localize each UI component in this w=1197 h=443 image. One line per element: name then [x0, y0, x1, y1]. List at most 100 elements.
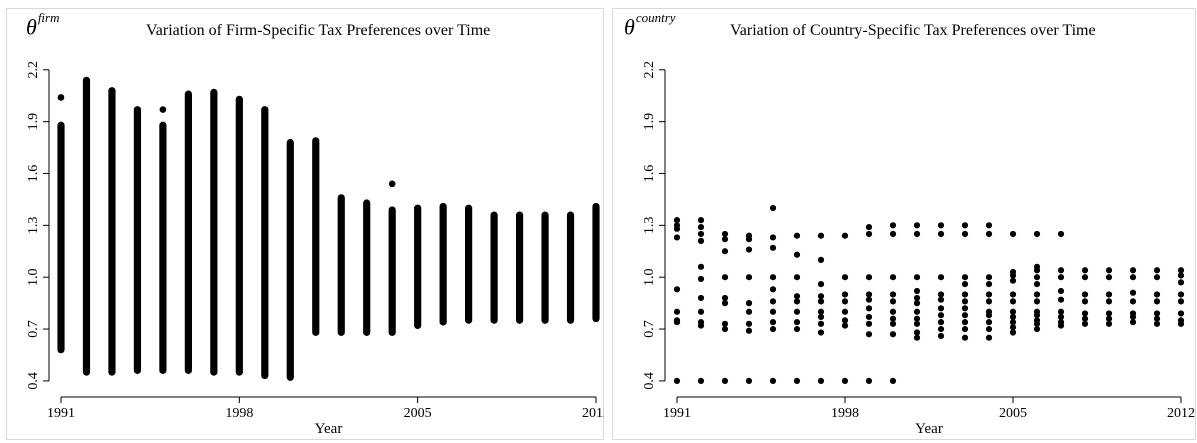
country-point — [961, 222, 969, 229]
country-point — [721, 274, 729, 281]
country-point — [985, 334, 993, 341]
country-point — [769, 234, 777, 241]
country-point — [1105, 310, 1113, 317]
country-point — [721, 230, 729, 238]
country-point — [841, 317, 849, 324]
country-point — [913, 320, 921, 327]
country-point — [1129, 274, 1137, 281]
country-point — [1057, 287, 1065, 295]
country-point — [673, 377, 681, 384]
firm-x-tick-label: 2005 — [404, 406, 432, 421]
country-point — [745, 232, 753, 239]
country-point — [841, 291, 849, 298]
country-point — [961, 312, 969, 319]
country-point — [1153, 267, 1161, 274]
country-point — [961, 281, 969, 288]
country-x-axis-title: Year — [915, 421, 943, 437]
firm-strip-2001 — [312, 137, 320, 336]
country-point — [961, 305, 969, 312]
country-point — [1129, 267, 1137, 274]
country-point — [841, 274, 849, 281]
country-point — [1105, 291, 1113, 298]
country-point — [985, 308, 993, 315]
country-point — [865, 377, 873, 384]
country-point — [1177, 298, 1185, 305]
country-point — [1177, 279, 1185, 286]
country-point — [1129, 298, 1137, 305]
country-point — [1009, 268, 1017, 276]
country-point — [673, 234, 681, 241]
country-point — [1057, 230, 1065, 238]
country-y-tick-label: 0.4 — [642, 372, 657, 390]
firm-strip-1995 — [159, 121, 167, 374]
firm-y-axis-superscript: firm — [37, 10, 60, 25]
country-point — [913, 222, 921, 229]
country-point — [745, 320, 753, 327]
country-point — [1009, 298, 1017, 305]
country-point — [793, 319, 801, 326]
firm-outlier-point — [388, 180, 396, 188]
country-point — [1129, 319, 1137, 326]
country-point — [721, 300, 729, 307]
country-scatter-plot: 0.4 0.7 1.0 1.3 1.6 1.9 2.2 1991 1998 2005 2012 Yea… — [612, 8, 1196, 440]
country-point — [1081, 315, 1089, 322]
firm-strip-2012 — [592, 202, 600, 323]
country-point — [1009, 319, 1017, 326]
firm-chart-panel: θfirm Variation of Firm-Specific Tax Pre… — [6, 8, 604, 440]
country-point — [697, 263, 705, 270]
country-point — [961, 319, 969, 326]
firm-strip-2005 — [414, 204, 422, 330]
country-point — [865, 230, 873, 238]
country-point — [1081, 274, 1089, 281]
firm-chart-title: Variation of Firm-Specific Tax Preferenc… — [146, 22, 491, 39]
country-point — [697, 275, 705, 283]
country-point — [1033, 274, 1041, 281]
country-point — [961, 230, 969, 238]
country-point — [793, 308, 801, 315]
country-x-tick-label: 1998 — [831, 406, 859, 421]
country-point — [985, 230, 993, 238]
country-point — [1081, 310, 1089, 317]
firm-y-axis-label: θfirm — [26, 10, 59, 40]
firm-strip-2011 — [566, 211, 575, 324]
firm-y-axis-symbol: θ — [26, 14, 37, 40]
firm-strip-2008 — [490, 211, 498, 324]
firm-outlier-point — [159, 106, 167, 113]
country-point — [1009, 308, 1017, 315]
country-point — [769, 319, 777, 326]
country-point — [1081, 298, 1089, 305]
country-y-axis-label: θcountry — [624, 10, 676, 40]
country-point — [769, 244, 777, 251]
country-point — [1009, 313, 1017, 321]
country-point — [889, 222, 897, 229]
country-point — [937, 305, 945, 312]
country-point — [889, 291, 897, 298]
firm-strip-2006 — [439, 202, 447, 326]
country-point — [817, 313, 825, 321]
country-point — [961, 274, 969, 281]
country-point — [745, 274, 753, 281]
firm-y-tick-label: 1.6 — [26, 165, 41, 183]
country-point — [961, 298, 969, 305]
country-point — [1033, 298, 1041, 305]
country-point — [697, 377, 705, 384]
firm-strip-2004 — [388, 206, 396, 336]
country-point — [1009, 324, 1017, 331]
country-point — [1153, 298, 1161, 305]
country-point — [745, 327, 753, 334]
country-point — [1057, 308, 1065, 315]
country-point — [1033, 230, 1041, 238]
country-y-axis-superscript: country — [635, 10, 676, 25]
country-chart-title: Variation of Country-Specific Tax Prefer… — [730, 22, 1096, 39]
country-point — [1177, 272, 1185, 279]
country-point — [817, 298, 825, 305]
country-y-tick-label: 2.2 — [642, 61, 657, 79]
country-point — [865, 313, 873, 321]
country-point — [841, 377, 849, 384]
country-point — [793, 377, 801, 384]
country-point — [1153, 310, 1161, 317]
country-point — [1033, 317, 1041, 324]
country-point — [1081, 320, 1089, 327]
country-point — [721, 320, 729, 327]
firm-scatter-plot: 0.4 0.7 1.0 1.3 1.6 1.9 2.2 1991 1998 2005 2012 Yea… — [6, 8, 604, 440]
